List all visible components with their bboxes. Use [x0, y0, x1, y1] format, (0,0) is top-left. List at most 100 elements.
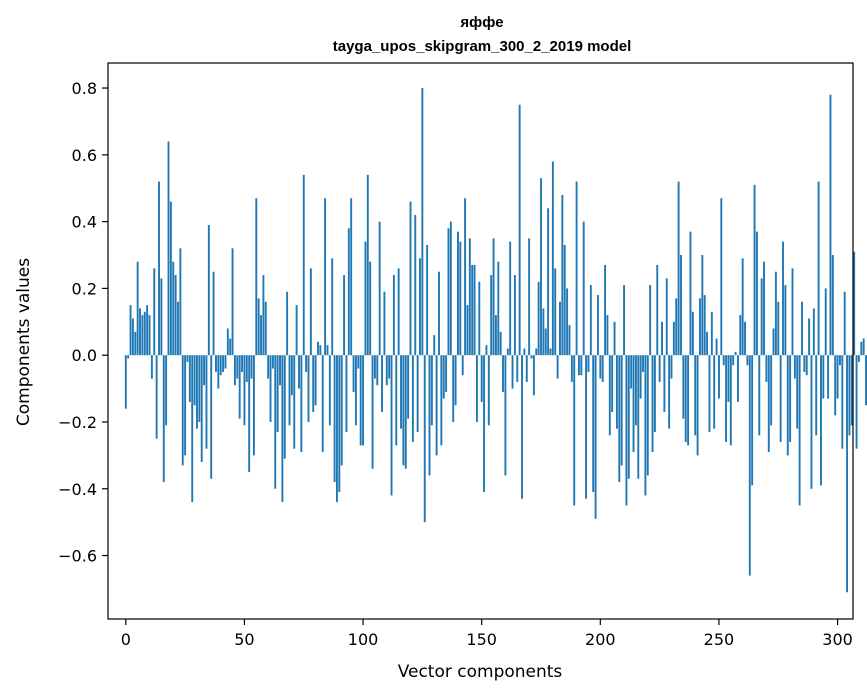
- bar: [734, 351, 737, 356]
- bar: [447, 228, 450, 356]
- bar: [803, 355, 806, 372]
- bar: [509, 241, 512, 356]
- y-tick-label: −0.6: [58, 547, 97, 566]
- bar: [575, 181, 578, 356]
- bar: [440, 355, 443, 446]
- bar: [718, 355, 720, 399]
- bar: [672, 321, 675, 356]
- bar: [174, 275, 177, 356]
- bar: [305, 355, 308, 372]
- bar: [345, 355, 348, 432]
- bar: [746, 355, 749, 366]
- bar: [585, 355, 588, 499]
- bar: [343, 275, 346, 356]
- bar: [812, 308, 815, 356]
- bar: [665, 278, 668, 356]
- bar: [653, 355, 656, 432]
- bar: [829, 94, 832, 356]
- bar: [150, 355, 153, 379]
- bar: [279, 355, 281, 386]
- bar: [751, 355, 754, 486]
- bar: [252, 355, 255, 456]
- bar: [817, 181, 820, 356]
- bar: [419, 258, 421, 356]
- bar: [281, 355, 284, 503]
- bar: [615, 355, 618, 429]
- bar: [620, 355, 623, 466]
- bar: [179, 248, 182, 356]
- bar: [430, 355, 433, 426]
- bar: [680, 255, 682, 356]
- bar: [523, 348, 526, 356]
- bar: [402, 355, 405, 466]
- bar: [801, 301, 803, 356]
- bar: [608, 355, 611, 436]
- bar: [855, 355, 858, 449]
- bar: [782, 241, 784, 356]
- bar: [153, 268, 156, 356]
- bar: [433, 335, 436, 356]
- bar: [331, 258, 334, 356]
- bar: [578, 355, 580, 376]
- bar: [774, 271, 777, 356]
- bar: [521, 355, 523, 499]
- bar: [354, 355, 357, 426]
- bar: [848, 355, 851, 436]
- bar: [366, 174, 369, 356]
- bar: [592, 355, 595, 493]
- bar: [466, 305, 469, 356]
- bar: [319, 345, 322, 356]
- bar: [765, 355, 768, 382]
- bar: [400, 355, 402, 429]
- bar: [134, 331, 137, 356]
- bar: [755, 231, 758, 356]
- bar: [475, 355, 478, 422]
- bar: [219, 355, 222, 376]
- bar: [490, 275, 493, 356]
- bar: [732, 355, 735, 366]
- y-tick-label: −0.4: [58, 480, 97, 499]
- bar: [338, 355, 341, 493]
- bar: [139, 308, 141, 356]
- bar: [625, 355, 628, 506]
- bar: [162, 355, 165, 483]
- bar: [658, 355, 661, 382]
- bar: [793, 355, 796, 379]
- bar: [736, 355, 739, 402]
- bar: [172, 261, 175, 356]
- bar: [798, 355, 801, 506]
- y-axis-label: Components values: [14, 258, 34, 426]
- bar: [846, 355, 849, 593]
- bar: [193, 355, 196, 406]
- bar: [786, 355, 789, 456]
- bar: [511, 355, 514, 389]
- y-tick-label: 0.4: [72, 213, 97, 232]
- bar: [381, 355, 383, 412]
- bar: [457, 231, 459, 356]
- bar: [663, 355, 666, 412]
- bar: [703, 295, 706, 356]
- y-axis: −0.6 −0.4 −0.2 0.0 0.2 0.4 0.6 0.8: [58, 79, 108, 566]
- bar: [217, 355, 220, 389]
- bar: [841, 355, 844, 449]
- bar: [630, 355, 633, 389]
- bar: [708, 355, 711, 432]
- bar: [599, 355, 602, 379]
- bar: [143, 311, 146, 356]
- bar: [276, 355, 279, 432]
- bar: [725, 355, 728, 443]
- bar: [597, 295, 599, 356]
- bar: [336, 355, 338, 503]
- bar: [556, 355, 559, 379]
- bar: [257, 298, 260, 356]
- bar: [146, 305, 149, 356]
- bar: [497, 261, 500, 356]
- bar: [295, 305, 298, 356]
- bar: [760, 278, 763, 356]
- bar: [699, 298, 701, 356]
- bar: [758, 355, 761, 436]
- bar: [165, 355, 168, 426]
- bar: [129, 305, 132, 356]
- bar: [485, 345, 488, 356]
